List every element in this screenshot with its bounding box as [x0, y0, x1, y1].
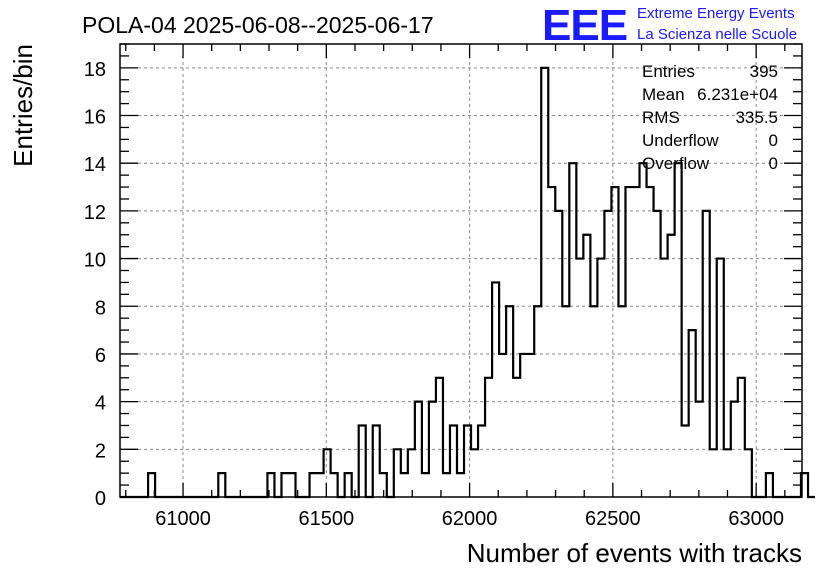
histogram-bin: [583, 235, 590, 497]
y-axis-label: Entries/bin: [8, 44, 38, 167]
histogram-bin: [499, 354, 506, 497]
y-tick-label: 4: [95, 393, 106, 415]
histogram-bin: [689, 330, 696, 497]
histogram-bin: [717, 259, 724, 497]
histogram-bin: [345, 473, 352, 497]
histogram-bin: [401, 473, 408, 497]
histogram-bin: [422, 473, 429, 497]
y-tick-label: 16: [84, 107, 106, 129]
histogram-bin: [415, 402, 422, 497]
histogram-bin: [520, 354, 527, 497]
histogram-bin: [450, 425, 457, 497]
histogram-bin: [668, 235, 675, 497]
histogram-bin: [548, 187, 555, 497]
histogram-bin: [611, 187, 618, 497]
histogram-bin: [640, 163, 647, 497]
stats-value-mean: 6.231e+04: [697, 85, 778, 104]
histogram-bin: [218, 473, 225, 497]
logo-line-2: La Scienza nelle Scuole: [637, 26, 797, 43]
stats-label-rms: RMS: [642, 108, 680, 127]
y-tick-label: 6: [95, 345, 106, 367]
histogram-bin: [661, 259, 668, 497]
histogram-bin: [324, 449, 331, 497]
y-tick-label: 18: [84, 59, 106, 81]
histogram-bin: [618, 306, 625, 497]
y-tick-label: 2: [95, 440, 106, 462]
y-axis-ticks: 0 2 4 6 8 10 12 14 16 18: [84, 43, 802, 510]
histogram-bin: [654, 211, 661, 497]
histogram-bin: [394, 449, 401, 497]
x-tick-label: 62000: [442, 508, 498, 530]
y-tick-label: 10: [84, 250, 106, 272]
stats-value-entries: 395: [750, 62, 778, 81]
histogram-bin: [492, 282, 499, 497]
histogram-bin: [331, 473, 338, 497]
histogram-bin: [373, 425, 380, 497]
histogram-bin: [731, 402, 738, 497]
histogram-bin: [633, 187, 640, 497]
histogram-bin: [471, 449, 478, 497]
histogram-bin: [675, 163, 682, 497]
histogram-bin: [766, 473, 773, 497]
stats-value-overflow: 0: [769, 154, 778, 173]
histogram-bin: [724, 449, 731, 497]
histogram-bin: [647, 187, 654, 497]
y-tick-label: 0: [95, 488, 106, 510]
histogram-bin: [457, 473, 464, 497]
histogram-bin: [408, 449, 415, 497]
histogram-bin: [541, 68, 548, 497]
histogram-bin: [590, 306, 597, 497]
histogram-bin: [478, 425, 485, 497]
histogram-bin: [562, 306, 569, 497]
stats-label-mean: Mean: [642, 85, 685, 104]
y-tick-label: 8: [95, 297, 106, 319]
histogram-bin: [534, 306, 541, 497]
y-tick-label: 12: [84, 202, 106, 224]
histogram-bin: [310, 473, 317, 497]
histogram-bin: [506, 306, 513, 497]
x-tick-label: 61000: [155, 508, 211, 530]
stats-value-rms: 335.5: [735, 108, 778, 127]
histogram-bin: [485, 378, 492, 497]
stats-box: Entries 395 Mean 6.231e+04 RMS 335.5 Und…: [642, 62, 778, 173]
x-tick-label: 61500: [299, 508, 355, 530]
y-tick-label: 14: [84, 154, 106, 176]
histogram-bin: [429, 402, 436, 497]
histogram-bin: [703, 211, 710, 497]
histogram-bin: [625, 187, 632, 497]
stats-label-overflow: Overflow: [642, 154, 710, 173]
histogram-bin: [710, 449, 717, 497]
histogram-bin: [359, 425, 366, 497]
histogram-bin: [569, 163, 576, 497]
histogram-bin: [604, 211, 611, 497]
histogram-bin: [288, 473, 295, 497]
histogram-bin: [436, 378, 443, 497]
histogram-bin: [443, 473, 450, 497]
x-axis-ticks: 61000 61500 62000 62500 63000: [125, 44, 786, 530]
histogram-bin: [745, 449, 752, 497]
chart-title: POLA-04 2025-06-08--2025-06-17: [82, 12, 434, 38]
histogram-bin: [281, 473, 288, 497]
histogram-bin: [682, 425, 689, 497]
histogram-bin: [576, 259, 583, 497]
histogram-bin: [317, 473, 324, 497]
histogram-bin: [555, 211, 562, 497]
logo-line-1: Extreme Energy Events: [637, 5, 795, 22]
stats-value-underflow: 0: [769, 131, 778, 150]
x-axis-label: Number of events with tracks: [467, 538, 802, 568]
stats-label-underflow: Underflow: [642, 131, 719, 150]
x-tick-label: 62500: [585, 508, 641, 530]
histogram-bin: [527, 354, 534, 497]
histogram-bin: [738, 378, 745, 497]
histogram-bin: [696, 402, 703, 497]
eee-logo: EEE: [542, 1, 627, 50]
histogram-bin: [513, 378, 520, 497]
x-tick-label: 63000: [728, 508, 784, 530]
histogram-bin: [597, 259, 604, 497]
stats-label-entries: Entries: [642, 62, 695, 81]
